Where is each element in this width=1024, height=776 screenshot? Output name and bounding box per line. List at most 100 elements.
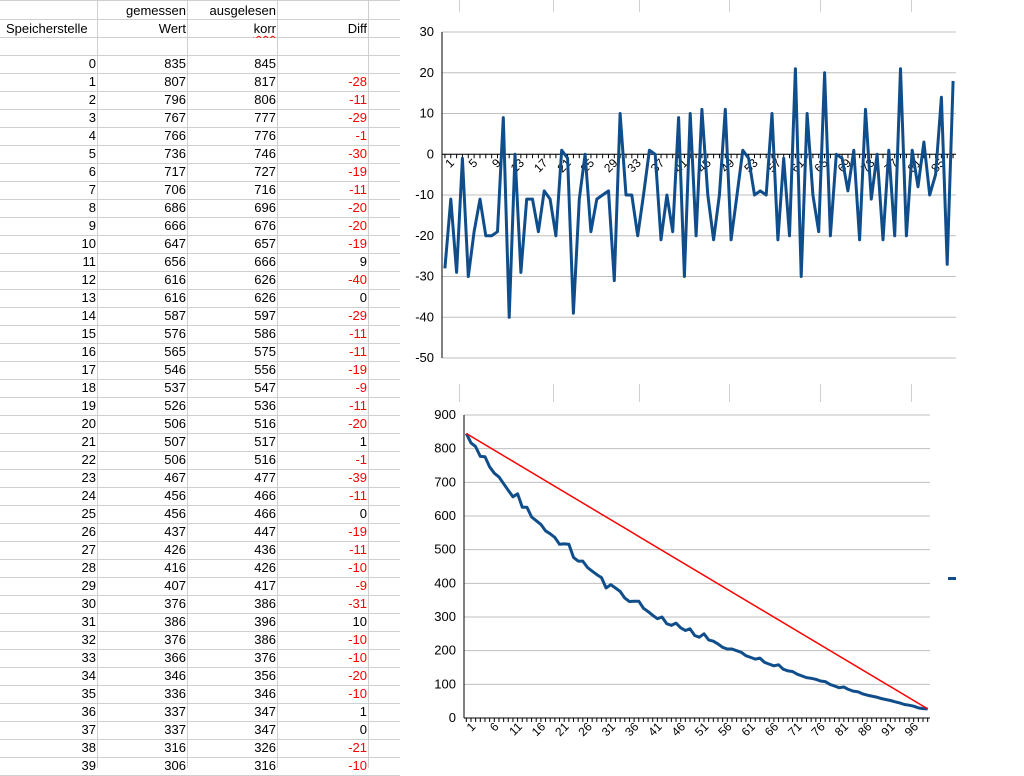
cell-diff[interactable]: -31 xyxy=(277,595,367,613)
cell-speicherstelle[interactable]: 28 xyxy=(6,559,96,577)
cell-speicherstelle[interactable]: 10 xyxy=(6,235,96,253)
cell-gemessen[interactable]: 686 xyxy=(97,199,186,217)
cell-speicherstelle[interactable]: 18 xyxy=(6,379,96,397)
cell-speicherstelle[interactable]: 27 xyxy=(6,541,96,559)
cell-speicherstelle[interactable]: 38 xyxy=(6,739,96,757)
header-diff[interactable]: Diff xyxy=(277,20,367,38)
cell-ausgelesen[interactable]: 676 xyxy=(187,217,276,235)
cell-ausgelesen[interactable]: 436 xyxy=(187,541,276,559)
cell-gemessen[interactable]: 835 xyxy=(97,55,186,73)
cell-diff[interactable]: -20 xyxy=(277,199,367,217)
cell-gemessen[interactable]: 426 xyxy=(97,541,186,559)
cell-gemessen[interactable]: 366 xyxy=(97,649,186,667)
cell-gemessen[interactable]: 616 xyxy=(97,271,186,289)
cell-gemessen[interactable]: 336 xyxy=(97,685,186,703)
cell-gemessen[interactable]: 506 xyxy=(97,451,186,469)
header-ausgelesen[interactable]: ausgelesen xyxy=(187,2,276,20)
cell-diff[interactable]: -20 xyxy=(277,217,367,235)
cell-ausgelesen[interactable]: 575 xyxy=(187,343,276,361)
cell-ausgelesen[interactable]: 376 xyxy=(187,649,276,667)
cell-gemessen[interactable]: 706 xyxy=(97,181,186,199)
cell-speicherstelle[interactable]: 9 xyxy=(6,217,96,235)
cell-speicherstelle[interactable]: 31 xyxy=(6,613,96,631)
header-wert[interactable]: Wert xyxy=(97,20,186,38)
cell-speicherstelle[interactable]: 36 xyxy=(6,703,96,721)
cell-diff[interactable]: 9 xyxy=(277,253,367,271)
cell-ausgelesen[interactable]: 466 xyxy=(187,487,276,505)
cell-ausgelesen[interactable]: 326 xyxy=(187,739,276,757)
cell-ausgelesen[interactable]: 316 xyxy=(187,757,276,775)
cell-gemessen[interactable]: 537 xyxy=(97,379,186,397)
cell-diff[interactable]: -11 xyxy=(277,397,367,415)
cell-diff[interactable]: -11 xyxy=(277,343,367,361)
cell-speicherstelle[interactable]: 29 xyxy=(6,577,96,595)
cell-diff[interactable]: -9 xyxy=(277,379,367,397)
cell-gemessen[interactable]: 337 xyxy=(97,703,186,721)
cell-ausgelesen[interactable]: 547 xyxy=(187,379,276,397)
cell-speicherstelle[interactable]: 11 xyxy=(6,253,96,271)
cell-ausgelesen[interactable]: 777 xyxy=(187,109,276,127)
cell-ausgelesen[interactable]: 516 xyxy=(187,415,276,433)
cell-diff[interactable]: -1 xyxy=(277,451,367,469)
cell-speicherstelle[interactable]: 1 xyxy=(6,73,96,91)
cell-ausgelesen[interactable]: 477 xyxy=(187,469,276,487)
cell-gemessen[interactable]: 546 xyxy=(97,361,186,379)
cell-ausgelesen[interactable]: 447 xyxy=(187,523,276,541)
cell-gemessen[interactable]: 416 xyxy=(97,559,186,577)
cell-diff[interactable]: -1 xyxy=(277,127,367,145)
cell-gemessen[interactable]: 766 xyxy=(97,127,186,145)
cell-ausgelesen[interactable]: 716 xyxy=(187,181,276,199)
cell-diff[interactable]: -11 xyxy=(277,91,367,109)
cell-diff[interactable]: -11 xyxy=(277,181,367,199)
header-speicherstelle[interactable]: Speicherstelle xyxy=(6,20,98,38)
cell-gemessen[interactable]: 647 xyxy=(97,235,186,253)
cell-speicherstelle[interactable]: 7 xyxy=(6,181,96,199)
cell-speicherstelle[interactable]: 5 xyxy=(6,145,96,163)
cell-speicherstelle[interactable]: 21 xyxy=(6,433,96,451)
cell-gemessen[interactable]: 376 xyxy=(97,631,186,649)
cell-ausgelesen[interactable]: 817 xyxy=(187,73,276,91)
cell-ausgelesen[interactable]: 517 xyxy=(187,433,276,451)
cell-speicherstelle[interactable]: 17 xyxy=(6,361,96,379)
cell-gemessen[interactable]: 467 xyxy=(97,469,186,487)
cell-ausgelesen[interactable]: 746 xyxy=(187,145,276,163)
cell-ausgelesen[interactable]: 845 xyxy=(187,55,276,73)
cell-diff[interactable]: -11 xyxy=(277,541,367,559)
cell-ausgelesen[interactable]: 536 xyxy=(187,397,276,415)
cell-speicherstelle[interactable]: 26 xyxy=(6,523,96,541)
cell-speicherstelle[interactable]: 20 xyxy=(6,415,96,433)
cell-ausgelesen[interactable]: 417 xyxy=(187,577,276,595)
cell-ausgelesen[interactable]: 597 xyxy=(187,307,276,325)
cell-speicherstelle[interactable]: 19 xyxy=(6,397,96,415)
cell-diff[interactable]: -10 xyxy=(277,631,367,649)
cell-gemessen[interactable]: 565 xyxy=(97,343,186,361)
cell-diff[interactable]: -29 xyxy=(277,307,367,325)
cell-speicherstelle[interactable]: 30 xyxy=(6,595,96,613)
cell-diff[interactable]: -10 xyxy=(277,649,367,667)
cell-ausgelesen[interactable]: 386 xyxy=(187,595,276,613)
cell-gemessen[interactable]: 346 xyxy=(97,667,186,685)
cell-speicherstelle[interactable]: 25 xyxy=(6,505,96,523)
cell-ausgelesen[interactable]: 356 xyxy=(187,667,276,685)
header-gemessen[interactable]: gemessen xyxy=(97,2,186,20)
cell-speicherstelle[interactable]: 12 xyxy=(6,271,96,289)
cell-gemessen[interactable]: 587 xyxy=(97,307,186,325)
cell-speicherstelle[interactable]: 22 xyxy=(6,451,96,469)
cell-ausgelesen[interactable]: 516 xyxy=(187,451,276,469)
cell-speicherstelle[interactable]: 2 xyxy=(6,91,96,109)
cell-gemessen[interactable]: 666 xyxy=(97,217,186,235)
cell-speicherstelle[interactable]: 13 xyxy=(6,289,96,307)
cell-speicherstelle[interactable]: 14 xyxy=(6,307,96,325)
cell-speicherstelle[interactable]: 0 xyxy=(6,55,96,73)
cell-gemessen[interactable]: 736 xyxy=(97,145,186,163)
cell-diff[interactable]: -20 xyxy=(277,415,367,433)
header-korr[interactable]: korr xyxy=(187,20,276,38)
cell-ausgelesen[interactable]: 776 xyxy=(187,127,276,145)
cell-ausgelesen[interactable]: 586 xyxy=(187,325,276,343)
cell-speicherstelle[interactable]: 37 xyxy=(6,721,96,739)
cell-ausgelesen[interactable]: 346 xyxy=(187,685,276,703)
cell-diff[interactable]: -9 xyxy=(277,577,367,595)
cell-gemessen[interactable]: 796 xyxy=(97,91,186,109)
cell-gemessen[interactable]: 656 xyxy=(97,253,186,271)
